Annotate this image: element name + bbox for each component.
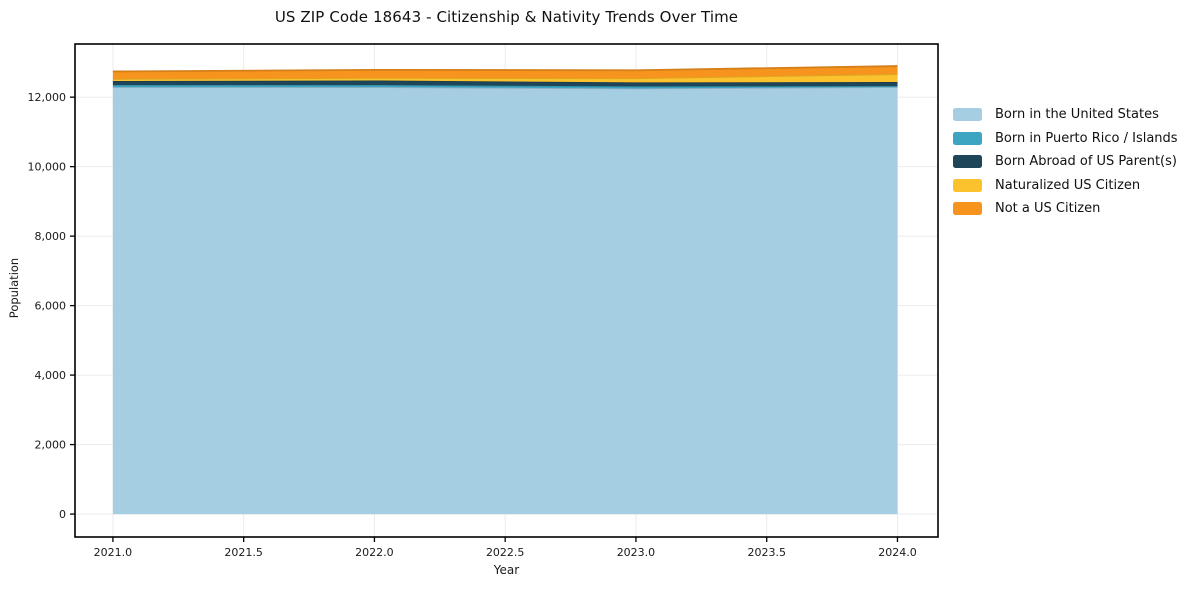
y-tick-label: 0 — [59, 508, 66, 521]
legend-label: Naturalized US Citizen — [995, 177, 1141, 193]
x-tick-label: 2023.0 — [617, 546, 656, 559]
legend-swatch-born-abroad-of-us-parent-s — [953, 155, 982, 169]
x-tick-label: 2022.5 — [486, 546, 525, 559]
legend-label: Born in Puerto Rico / Islands — [995, 130, 1178, 146]
y-tick-label: 12,000 — [28, 91, 67, 104]
x-tick-label: 2021.0 — [94, 546, 133, 559]
y-tick-label: 8,000 — [35, 230, 67, 243]
legend-item-born-abroad-of-us-parent-s: Born Abroad of US Parent(s) — [953, 150, 1178, 174]
x-axis-label: Year — [493, 563, 520, 577]
legend-item-born-in-the-united-states: Born in the United States — [953, 103, 1178, 127]
legend-label: Born in the United States — [995, 107, 1159, 123]
area-born-abroad-of-us-parent-s — [112, 80, 898, 87]
x-tick-label: 2024.0 — [878, 546, 917, 559]
legend-swatch-naturalized-us-citizen — [953, 178, 982, 192]
y-tick-label: 4,000 — [35, 369, 67, 382]
chart-title: US ZIP Code 18643 - Citizenship & Nativi… — [274, 8, 739, 26]
x-tick-label: 2022.0 — [355, 546, 394, 559]
legend-item-naturalized-us-citizen: Naturalized US Citizen — [953, 174, 1178, 198]
legend-item-not-a-us-citizen: Not a US Citizen — [953, 197, 1178, 221]
area-born-in-the-united-states — [112, 87, 898, 515]
y-tick-label: 10,000 — [28, 161, 67, 174]
legend-label: Not a US Citizen — [995, 201, 1101, 217]
legend-swatch-not-a-us-citizen — [953, 202, 982, 216]
legend-item-born-in-puerto-rico-islands: Born in Puerto Rico / Islands — [953, 127, 1178, 151]
legend: Born in the United States Born in Puerto … — [953, 103, 1178, 221]
x-tick-label: 2023.5 — [747, 546, 786, 559]
y-axis-label: Population — [7, 257, 21, 319]
legend-swatch-born-in-the-united-states — [953, 108, 982, 122]
y-tick-label: 6,000 — [35, 300, 67, 313]
plot-frame — [74, 43, 939, 538]
x-tick-label: 2021.5 — [224, 546, 263, 559]
legend-label: Born Abroad of US Parent(s) — [995, 154, 1177, 170]
y-tick-label: 2,000 — [35, 439, 67, 452]
area-edge-not-a-us-citizen — [112, 65, 898, 73]
legend-swatch-born-in-puerto-rico-islands — [953, 131, 982, 145]
